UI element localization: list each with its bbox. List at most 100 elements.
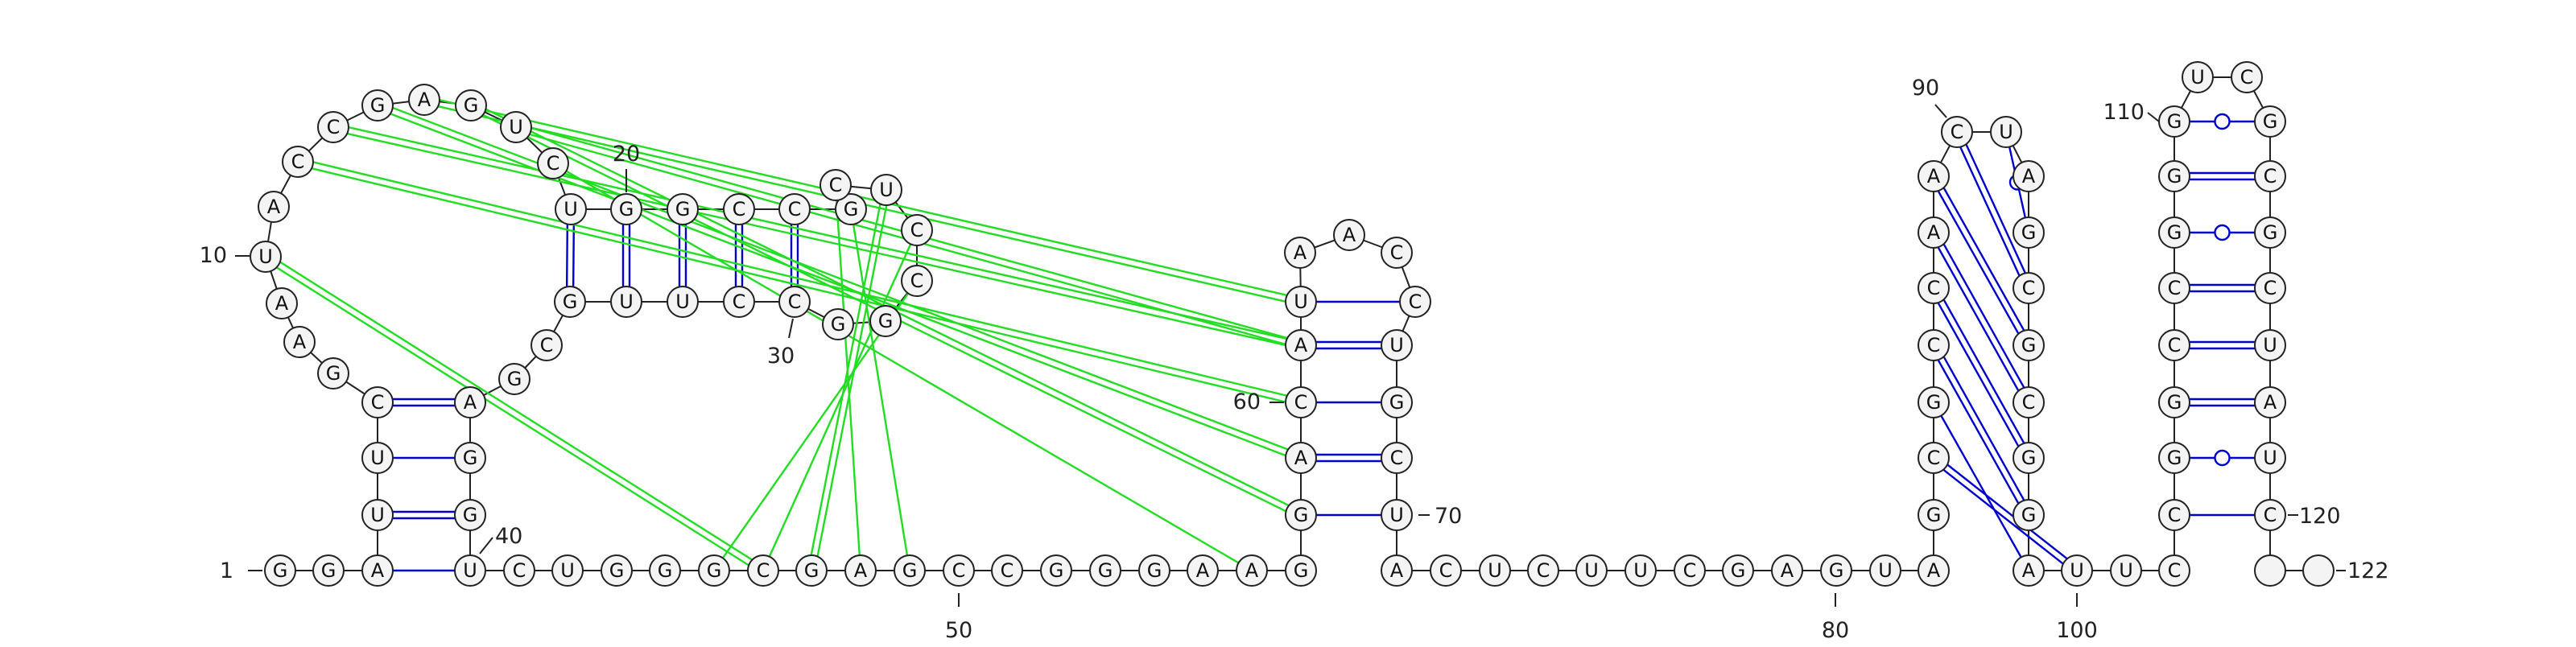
- nucleotide-circle: [2013, 554, 2045, 587]
- nucleotide-letter: A: [1390, 559, 1404, 582]
- position-number: 90: [1912, 76, 1939, 101]
- nucleotide: G: [601, 554, 633, 587]
- nucleotide-circle: [2013, 499, 2045, 531]
- position-number: 80: [1822, 618, 1849, 643]
- nucleotide: A: [454, 386, 486, 418]
- position-tick: [1934, 104, 1947, 118]
- nucleotide-letter: A: [1196, 559, 1210, 582]
- nucleotide-circle: [943, 554, 975, 587]
- base-pair: [1935, 174, 2033, 344]
- nucleotide-letter: C: [829, 174, 843, 196]
- nucleotide: U: [2182, 61, 2214, 93]
- nucleotide-letter: U: [2190, 66, 2205, 89]
- nucleotide-letter: G: [2263, 221, 2278, 244]
- nucleotide: C: [2254, 499, 2286, 531]
- nucleotide-letter: C: [1390, 241, 1404, 264]
- nucleotide-letter: A: [2022, 559, 2036, 582]
- nucleotide-letter: C: [2168, 334, 2182, 356]
- nucleotide: A: [1284, 237, 1316, 269]
- nucleotide: G: [869, 305, 902, 337]
- nucleotide-letter: G: [844, 198, 859, 220]
- nucleotide-circle: [2110, 554, 2142, 587]
- nucleotide-circle: [1381, 499, 1413, 531]
- nucleotide: C: [1527, 554, 1559, 587]
- position-number: 60: [1233, 389, 1261, 414]
- nucleotide: G: [454, 499, 486, 531]
- nucleotide-letter: C: [1927, 277, 1941, 299]
- position-number: 40: [495, 524, 522, 549]
- nucleotide-circle: [795, 554, 828, 587]
- nucleotide-circle: [2182, 61, 2214, 93]
- nucleotide: G: [2158, 442, 2190, 474]
- nucleotide: G: [2013, 216, 2045, 249]
- nucleotide-letter: C: [733, 198, 746, 220]
- position-number: 70: [1435, 504, 1462, 529]
- nucleotide-letter: U: [675, 291, 690, 313]
- nucleotide: C: [747, 554, 779, 587]
- nucleotide: G: [554, 286, 586, 318]
- nucleotide-circle: [361, 386, 394, 418]
- nucleotide-letter: G: [326, 362, 341, 385]
- nucleotide-letter: C: [1294, 391, 1308, 414]
- nucleotide-letter: G: [1926, 391, 1942, 414]
- nucleotide-letter: G: [1829, 559, 1844, 582]
- nucleotide-letter: C: [371, 391, 385, 414]
- base-pair: [1935, 343, 2033, 514]
- nucleotide-circle: [698, 554, 730, 587]
- nucleotide-circle: [361, 442, 394, 474]
- nucleotide-circle: [1333, 219, 1365, 251]
- nucleotide: G: [1285, 554, 1317, 587]
- nucleotide-circle: [537, 147, 569, 179]
- nucleotide-letter: U: [879, 179, 894, 201]
- nucleotide-letter: C: [733, 291, 746, 313]
- nucleotide: A: [1187, 554, 1219, 587]
- nucleotide-circle: [2158, 272, 2190, 304]
- nucleotide: C: [2231, 61, 2263, 93]
- nucleotide-circle: [2158, 499, 2190, 531]
- nucleotide-circle: [2254, 272, 2286, 304]
- nucleotide: G: [317, 357, 349, 389]
- nucleotide: U: [610, 286, 642, 318]
- nucleotide-circle: [723, 286, 755, 318]
- nucleotide: A: [1285, 329, 1317, 361]
- nucleotide-circle: [835, 193, 867, 225]
- nucleotide-circle: [1479, 554, 1511, 587]
- nucleotide: C: [2158, 329, 2190, 361]
- nucleotide: G: [698, 554, 730, 587]
- nucleotide-letter: C: [1927, 447, 1941, 469]
- nucleotide-circle: [1285, 386, 1317, 418]
- nucleotide-letter: A: [371, 559, 385, 582]
- nucleotide: C: [723, 286, 755, 318]
- nucleotide-letter: A: [464, 391, 477, 414]
- nucleotide-letter: C: [540, 334, 554, 356]
- nucleotide-letter: G: [2167, 110, 2182, 133]
- nucleotide-letter: C: [2168, 277, 2182, 299]
- nucleotide-letter: C: [2168, 504, 2182, 526]
- base-pair: [1935, 230, 2033, 402]
- nucleotide-letter: A: [418, 89, 431, 111]
- nucleotide: C: [1285, 386, 1317, 418]
- nucleotide-circle: [1990, 116, 2022, 148]
- nucleotide-circle: [610, 193, 642, 225]
- nucleotide-letter: U: [509, 116, 523, 138]
- nucleotide-circle: [2254, 499, 2286, 531]
- nucleotide-letter: G: [370, 94, 386, 117]
- nucleotide-circle: [1820, 554, 1852, 587]
- nucleotide: C: [1399, 286, 1431, 318]
- nucleotide-letter: C: [1390, 447, 1404, 469]
- nucleotide-circle: [2013, 272, 2045, 304]
- nucleotide-letter: C: [327, 116, 341, 138]
- nucleotide-letter: A: [1781, 559, 1794, 582]
- nucleotide: U: [667, 286, 699, 318]
- nucleotide-circle: [2158, 442, 2190, 474]
- nucleotide: G: [2158, 216, 2190, 249]
- nucleotide: U: [555, 193, 587, 225]
- wobble-pair-marker: [2214, 449, 2231, 467]
- nucleotide-circle: [1381, 237, 1413, 269]
- nucleotide-circle: [2158, 160, 2190, 192]
- pseudoknot-pair: [424, 95, 1302, 300]
- nucleotide: C: [778, 286, 811, 318]
- nucleotide: U: [500, 111, 532, 143]
- nucleotide-circle: [1575, 554, 1608, 587]
